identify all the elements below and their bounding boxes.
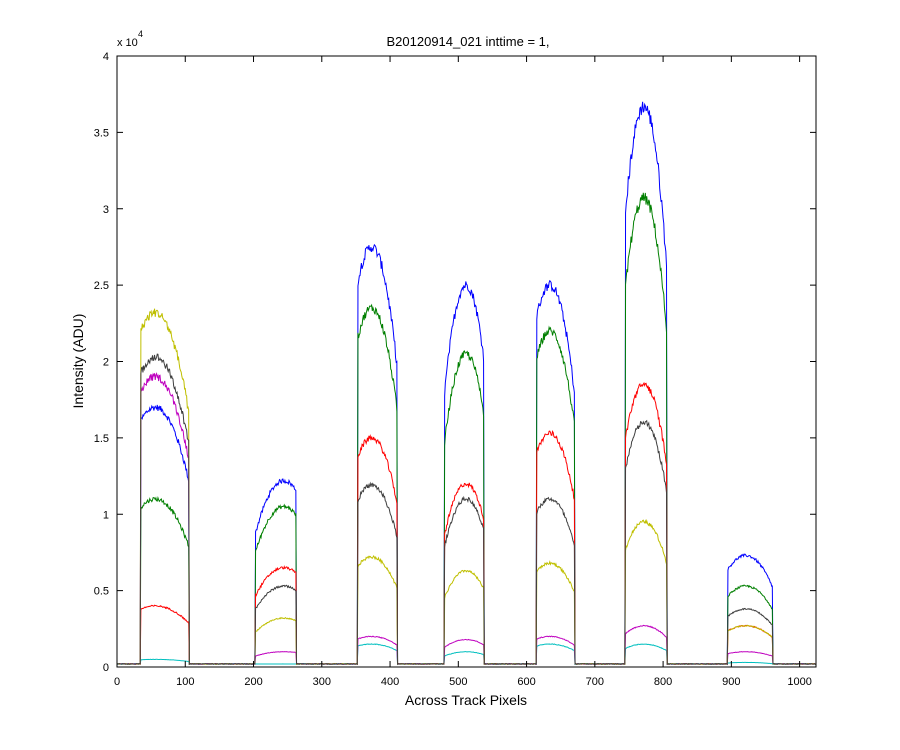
x-tick-label: 300 — [313, 676, 331, 688]
y-multiplier-label: x 10 — [117, 37, 138, 49]
y-axis: 0 0.5 1 1.5 2 2.5 3 3.5 4 — [94, 51, 816, 674]
plot-background — [117, 56, 816, 667]
y-tick-label: 2.5 — [94, 280, 109, 292]
x-tick-label: 500 — [449, 676, 467, 688]
plot-area — [116, 55, 817, 668]
y-multiplier-exponent: 4 — [138, 29, 143, 39]
x-tick-label: 600 — [517, 676, 535, 688]
x-tick-label: 700 — [586, 676, 604, 688]
y-tick-label: 3 — [103, 204, 109, 216]
x-tick-label: 0 — [114, 676, 120, 688]
y-tick-label: 0 — [103, 662, 109, 674]
y-axis-label: Intensity (ADU) — [70, 314, 86, 409]
y-tick-label: 4 — [103, 51, 109, 63]
x-tick-label: 800 — [654, 676, 672, 688]
x-tick-label: 900 — [722, 676, 740, 688]
y-multiplier: x 10 4 — [117, 29, 143, 49]
chart-title: B20120914_021 inttime = 1, — [387, 34, 550, 49]
x-axis: 0 100 200 300 400 500 600 700 800 900 1000 — [114, 56, 812, 688]
y-tick-label: 1.5 — [94, 433, 109, 445]
y-tick-label: 3.5 — [94, 127, 109, 139]
y-tick-label: 2 — [103, 357, 109, 369]
y-tick-label: 1 — [103, 509, 109, 521]
y-tick-label: 0.5 — [94, 586, 109, 598]
x-axis-label: Across Track Pixels — [405, 692, 527, 708]
x-tick-label: 1000 — [787, 676, 811, 688]
x-tick-label: 200 — [244, 676, 262, 688]
x-tick-label: 400 — [381, 676, 399, 688]
series-layer — [116, 101, 817, 666]
x-tick-label: 100 — [176, 676, 194, 688]
series-line-6 — [116, 353, 817, 666]
